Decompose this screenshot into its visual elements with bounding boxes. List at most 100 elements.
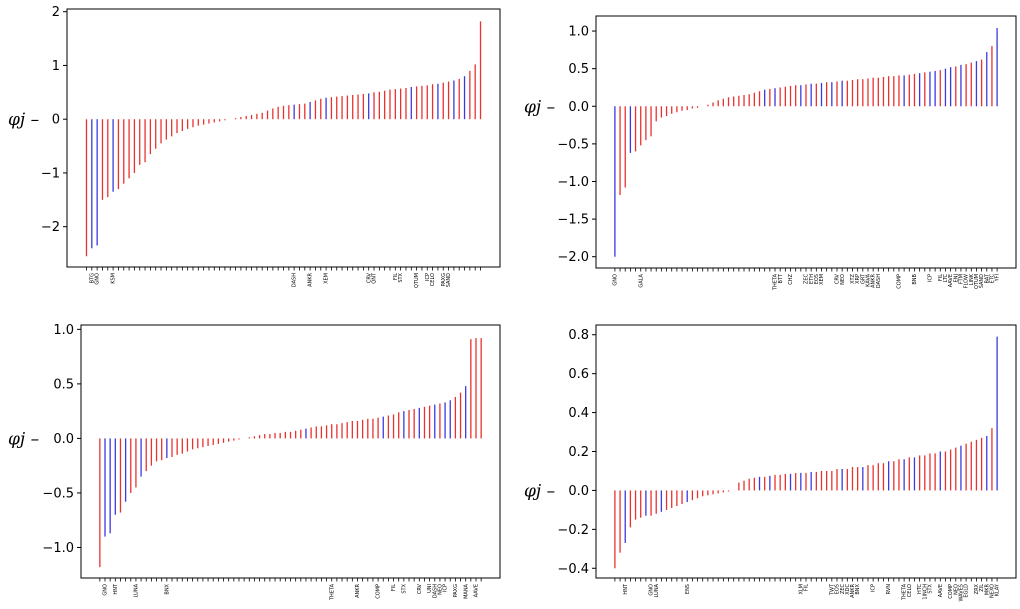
x-category-label: PAXG xyxy=(441,273,447,287)
x-category-label: THETA xyxy=(329,583,335,601)
x-category-label: XEM xyxy=(819,274,825,285)
x-category-label: BTT xyxy=(778,273,784,283)
y-tick-label: 0.5 xyxy=(568,62,589,77)
x-category-label: CHZ xyxy=(788,273,794,284)
bars xyxy=(614,28,998,257)
x-category-label: XEM xyxy=(324,273,330,284)
y-tick-label: 0 xyxy=(52,113,60,128)
x-category-label: ETH xyxy=(809,274,815,284)
y-tick-label: 0.4 xyxy=(568,406,589,421)
x-category-label: ICP xyxy=(928,274,934,282)
x-category-label: FLOW xyxy=(964,274,970,288)
x-category-label: QTUM xyxy=(414,273,420,288)
x-category-label: BTG xyxy=(89,273,95,283)
x-category-label: BNX xyxy=(164,583,170,594)
x-category-label: TWT xyxy=(829,583,835,596)
y-tick-label: 1 xyxy=(52,59,60,74)
subplot-top-right: −2.0 −1.5 −1.0 −0.5 0.0 0.5 1.0 GNO GALA THETA BTT… xyxy=(524,15,1017,291)
x-category-label: ANKR xyxy=(308,272,314,286)
x-category-label: AAVE xyxy=(938,584,944,597)
x-category-label: DASH xyxy=(876,274,882,288)
x-category-label: COMP xyxy=(948,584,954,599)
subplot-bottom-left: −1.0 −0.5 0.0 0.5 1.0 GNO HNT LUNA BNX THETA ANKR C… xyxy=(8,323,501,601)
y-axis-label: φj – xyxy=(8,110,39,130)
x-category-label: GRT xyxy=(860,273,866,284)
x-category-label: XTZ xyxy=(850,273,856,283)
x-category-label: QTUM xyxy=(974,274,980,289)
x-category-label: CRV xyxy=(366,272,372,283)
x-category-label: DASH xyxy=(432,584,438,598)
x-category-label: YFI xyxy=(995,274,1001,282)
x-category-label: CELO xyxy=(907,584,913,597)
x-category-label: FIL xyxy=(391,584,397,591)
x-category-label: ZEC xyxy=(804,273,810,284)
x-category-label: FIL xyxy=(393,273,399,280)
x-category-label: AAVE xyxy=(948,274,954,287)
y-tick-label: 0.6 xyxy=(568,367,589,382)
y-tick-label: 0.8 xyxy=(568,328,589,343)
x-category-label: BNX xyxy=(855,583,861,594)
x-category-label: ZEC xyxy=(840,583,846,594)
x-category-label: NEXO xyxy=(990,584,996,598)
x-category-label: ENJ xyxy=(953,274,959,282)
x-category-label: SAND xyxy=(979,274,985,288)
x-category-label: COMP xyxy=(897,274,903,289)
x-category-label: CELO xyxy=(430,273,436,286)
x-category-label: THETA xyxy=(902,583,908,601)
x-category-label: MANA xyxy=(463,583,469,598)
x-category-label: ICP xyxy=(443,584,449,592)
x-category-label: CRV xyxy=(835,273,841,284)
x-category-label: ANKR xyxy=(850,583,856,597)
x-category-label: ENS xyxy=(685,584,691,594)
x-category-label: KSM xyxy=(111,273,117,284)
x-category-label: RVN xyxy=(886,584,892,595)
x-category-label: GALA xyxy=(638,273,644,287)
y-tick-label: 0.0 xyxy=(53,432,74,447)
x-category-label: MKR xyxy=(984,583,990,595)
x-category-label: QNT xyxy=(372,272,378,284)
x-category-label: COMP xyxy=(376,584,382,599)
axes-frame xyxy=(66,8,501,268)
x-category-label: PAXG xyxy=(453,584,459,598)
axes-frame xyxy=(595,15,1017,269)
x-category-label: BNB xyxy=(912,273,918,284)
y-tick-label: −0.5 xyxy=(557,137,589,152)
x-category-label: UNI xyxy=(427,584,433,593)
x-category-label: WAVES xyxy=(959,584,965,602)
x-category-label: EGLD xyxy=(964,584,970,598)
x-category-label: STX xyxy=(398,272,404,282)
subplot-bottom-right: −0.4 −0.2 0.0 0.2 0.4 0.6 0.8 HNT GNO LUNA ENS XLM F… xyxy=(524,324,1017,602)
y-tick-label: −1.0 xyxy=(42,541,74,556)
x-category-label: XRP xyxy=(855,274,861,284)
x-category-label: ETC xyxy=(990,274,996,284)
y-axis-label: φj – xyxy=(8,429,39,449)
x-category-label: CRV xyxy=(417,583,423,594)
x-category-label: ANKR xyxy=(871,273,877,287)
x-category-label: STX xyxy=(928,583,934,593)
x-category-label: ZRX xyxy=(974,583,980,594)
axes-frame xyxy=(595,324,1017,579)
y-tick-label: 0.0 xyxy=(568,484,589,499)
x-category-label: LTC xyxy=(943,274,949,283)
y-tick-label: 0.2 xyxy=(568,445,589,460)
y-tick-label: 0.5 xyxy=(53,377,74,392)
x-category-label: EOS xyxy=(835,584,841,594)
axes-frame xyxy=(80,324,501,579)
x-category-label: AAVE xyxy=(474,584,480,597)
y-tick-label: −1 xyxy=(41,166,60,181)
x-category-label: GNO xyxy=(649,584,655,596)
x-category-label: ICP xyxy=(871,584,877,592)
x-category-label: KAVA xyxy=(866,273,872,286)
x-category-label: ANKR xyxy=(355,583,361,597)
x-category-label: FTM xyxy=(959,274,965,284)
y-tick-label: −1.5 xyxy=(557,213,589,228)
bars xyxy=(85,21,482,257)
x-category-label: EOS xyxy=(814,274,820,284)
x-category-label: XLM xyxy=(798,584,804,595)
x-category-label: 1INCH xyxy=(922,584,928,600)
x-category-label: GNO xyxy=(103,584,109,596)
x-category-label: HNT xyxy=(113,583,119,595)
x-category-label: ZIL xyxy=(979,584,985,592)
x-category-label: NEO xyxy=(953,584,959,595)
